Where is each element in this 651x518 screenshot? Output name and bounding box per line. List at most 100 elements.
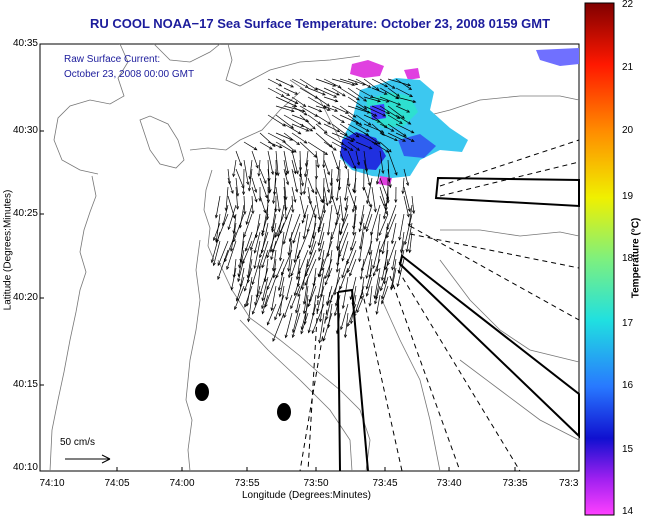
current-vector-head: [335, 197, 339, 202]
current-vector: [292, 303, 301, 333]
current-vector: [323, 78, 341, 88]
current-vector-head: [341, 305, 345, 310]
current-vector-head: [373, 113, 378, 117]
current-vector-head: [302, 103, 307, 107]
current-vector-head: [341, 119, 345, 124]
current-vector: [379, 87, 399, 100]
current-vector: [291, 150, 299, 174]
current-vector: [319, 312, 325, 343]
current-vector-head: [251, 210, 255, 215]
current-vector: [323, 87, 340, 96]
current-vector-head: [306, 228, 310, 233]
current-vector: [283, 294, 293, 318]
current-vector: [259, 141, 273, 150]
colorbar-tick: 21: [622, 62, 634, 73]
current-vector: [363, 105, 386, 117]
current-vector-head: [212, 237, 217, 242]
current-vector-head: [322, 92, 326, 96]
current-vector-head: [345, 110, 349, 114]
current-vector: [395, 123, 414, 134]
current-vector-head: [356, 309, 360, 314]
x-tick: 73:40: [436, 478, 462, 489]
current-vector: [341, 258, 349, 278]
current-vector: [254, 240, 261, 269]
current-vector: [387, 123, 407, 137]
current-vector-head: [394, 138, 398, 142]
current-vector-head: [227, 226, 231, 231]
current-vector: [259, 132, 276, 147]
current-vector: [251, 195, 254, 214]
current-vector: [395, 132, 415, 142]
current-vector: [379, 96, 401, 106]
current-vector: [347, 78, 366, 86]
current-vector: [369, 231, 373, 255]
current-vector-head: [261, 264, 265, 269]
plot-frame: [39, 43, 580, 472]
current-vector: [259, 177, 268, 198]
current-vector-head: [260, 249, 264, 254]
current-vector: [267, 114, 286, 127]
current-vector-head: [317, 229, 321, 233]
current-vector: [307, 105, 322, 113]
current-vector-head: [246, 279, 250, 284]
current-vector-head: [293, 199, 297, 203]
axis-ticks: [40, 43, 516, 471]
current-vector-head: [406, 213, 410, 218]
current-vector-head: [266, 321, 270, 326]
current-vector: [285, 276, 293, 300]
current-vector: [243, 159, 249, 185]
current-vector-head: [230, 190, 234, 194]
current-vector: [342, 240, 349, 261]
current-vector-head: [333, 291, 337, 296]
current-vector: [235, 177, 239, 197]
current-vector-head: [307, 329, 311, 334]
current-vector: [262, 294, 269, 314]
current-vector: [233, 213, 245, 242]
current-vector-head: [353, 165, 357, 170]
current-vector: [315, 123, 328, 134]
current-vector-head: [254, 189, 258, 193]
current-vector-head: [337, 84, 342, 88]
current-vector-head: [282, 240, 286, 245]
current-vector: [234, 285, 245, 310]
colorbar-tick: 14: [622, 506, 634, 517]
current-vector: [259, 231, 269, 258]
current-vector: [331, 141, 348, 151]
current-vector: [323, 96, 338, 102]
current-vector: [267, 78, 282, 87]
current-vector: [363, 159, 371, 186]
current-vector: [318, 222, 325, 246]
current-vector-head: [302, 214, 307, 219]
current-vector: [304, 258, 317, 286]
current-vector-head: [372, 272, 376, 277]
current-vector: [244, 285, 253, 308]
current-vector-head: [293, 292, 297, 297]
y-tick: 40:15: [12, 379, 38, 390]
current-vector-head: [258, 254, 263, 259]
current-vector: [327, 231, 333, 257]
current-vector: [299, 114, 316, 130]
current-vector-head: [344, 132, 348, 136]
current-vector-head: [317, 121, 322, 125]
current-vector: [270, 240, 277, 260]
current-vector-head: [351, 83, 356, 87]
current-vector-head: [314, 113, 319, 117]
current-vector: [379, 141, 392, 153]
current-vector: [366, 249, 373, 279]
current-vector: [319, 249, 325, 277]
current-vector: [363, 114, 381, 123]
current-vector-head: [398, 236, 402, 241]
current-vector: [251, 186, 258, 203]
current-vector: [288, 231, 293, 256]
current-vector: [283, 159, 287, 175]
current-vector: [331, 123, 348, 136]
current-vector: [408, 204, 413, 227]
current-vector-head: [303, 140, 308, 144]
current-vector-head: [317, 216, 321, 221]
current-vector-head: [384, 84, 389, 88]
current-vector-head: [351, 208, 356, 213]
current-vector: [308, 303, 317, 333]
current-vector: [347, 150, 356, 170]
x-tick: 74:00: [169, 478, 195, 489]
current-vector: [285, 312, 293, 338]
